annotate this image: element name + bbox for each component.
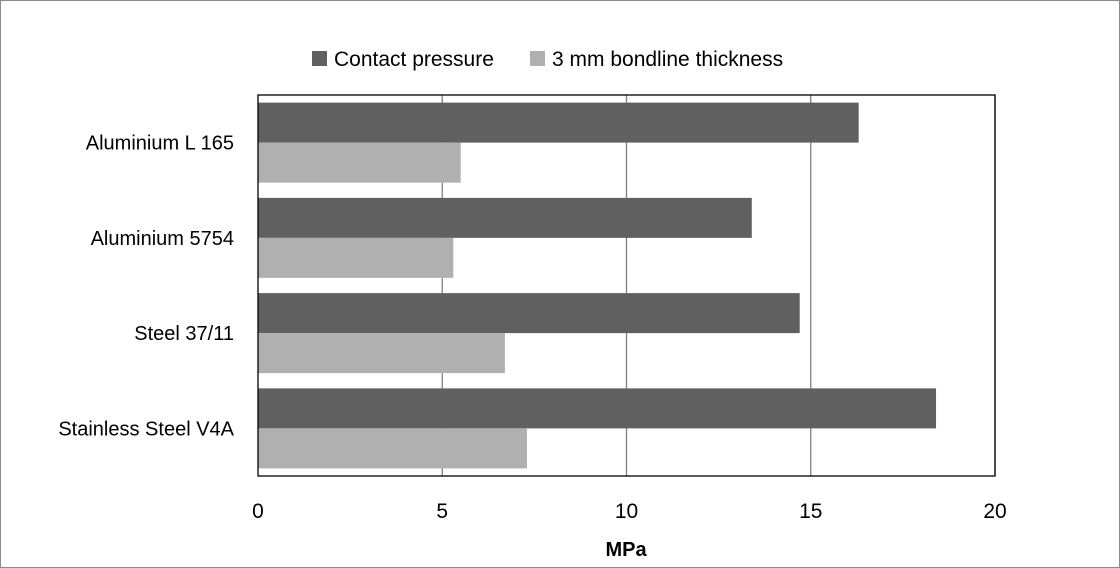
legend-swatch-contact-pressure xyxy=(312,51,327,66)
bar-aluminium-l-165-contact-pressure xyxy=(258,102,859,143)
plot-area-border xyxy=(257,94,996,477)
x-tick-label-15: 15 xyxy=(799,500,822,523)
category-label-aluminium-5754: Aluminium 5754 xyxy=(91,228,234,250)
category-label-stainless-steel-v4a: Stainless Steel V4A xyxy=(58,418,234,440)
x-tick-label-0: 0 xyxy=(252,500,264,523)
bar-stainless-steel-v4a-contact-pressure xyxy=(258,388,937,429)
x-axis-title: MPa xyxy=(605,539,647,561)
bar-stainless-steel-v4a-3-mm-bondline-thickness xyxy=(258,428,528,469)
legend-label-bondline-thickness: 3 mm bondline thickness xyxy=(552,48,783,71)
bar-aluminium-5754-3-mm-bondline-thickness xyxy=(258,237,454,278)
category-label-aluminium-l-165: Aluminium L 165 xyxy=(86,133,234,155)
category-label-steel-37-11: Steel 37/11 xyxy=(134,323,234,345)
x-tick-labels: 0 5 10 15 20 xyxy=(252,500,1007,523)
bars xyxy=(258,102,937,469)
bar-aluminium-l-165-3-mm-bondline-thickness xyxy=(258,142,461,183)
bar-steel-37-11-3-mm-bondline-thickness xyxy=(258,333,505,374)
x-tick-label-5: 5 xyxy=(436,500,448,523)
axes xyxy=(257,94,996,477)
legend: Contact pressure 3 mm bondline thickness xyxy=(312,48,783,71)
x-tick-label-10: 10 xyxy=(615,500,638,523)
bar-steel-37-11-contact-pressure xyxy=(258,293,800,334)
legend-label-contact-pressure: Contact pressure xyxy=(334,48,494,71)
legend-swatch-bondline-thickness xyxy=(530,51,545,66)
category-labels: Aluminium L 165 Aluminium 5754 Steel 37/11… xyxy=(58,133,234,441)
bar-aluminium-5754-contact-pressure xyxy=(258,197,752,238)
x-tick-label-20: 20 xyxy=(983,500,1006,523)
